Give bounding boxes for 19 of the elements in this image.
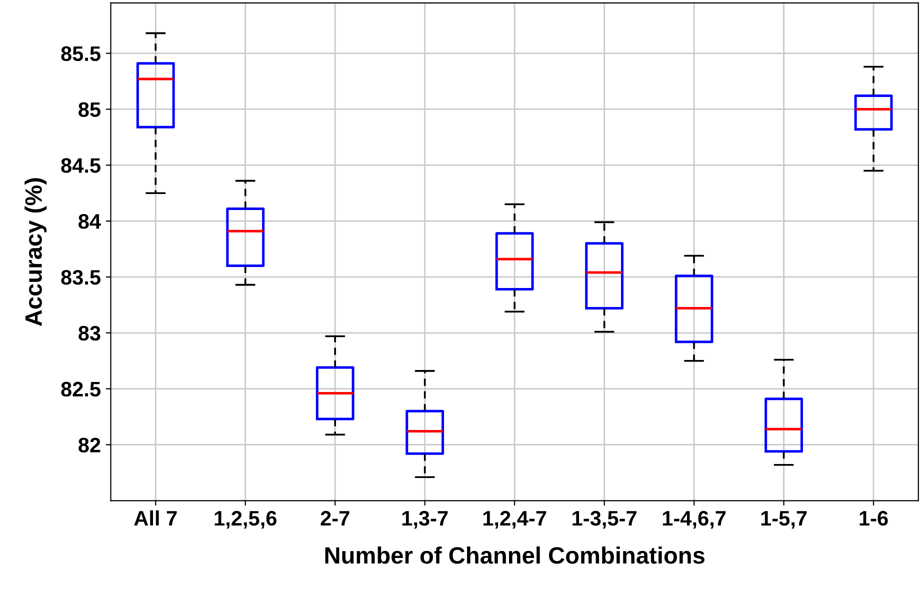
- y-tick-label: 84.5: [61, 158, 100, 173]
- x-tick-label: 1-5,7: [761, 511, 807, 529]
- y-tick-label: 83: [78, 326, 100, 341]
- x-tick-label: 1,2,5,6: [214, 510, 276, 529]
- x-tick-label: 1-4,6,7: [662, 510, 726, 529]
- x-axis-title: Number of Channel Combinations: [325, 546, 704, 564]
- x-tick-label: 2-7: [320, 510, 350, 526]
- y-tick-label: 82: [78, 438, 100, 452]
- y-tick-label: 84: [78, 214, 101, 229]
- x-tick-label: 1-6: [860, 510, 888, 526]
- y-tick-label: 83.5: [61, 270, 100, 285]
- x-tick-label: 1,3-7: [402, 510, 448, 529]
- y-axis-title: Accuracy (%): [24, 178, 47, 326]
- x-tick-label: All 7: [134, 510, 177, 526]
- x-tick-label: 1,2,4-7: [483, 510, 546, 529]
- x-tick-label: 1-3,5-7: [572, 510, 636, 529]
- y-tick-label: 82.5: [61, 382, 100, 397]
- y-tick-label: 85.5: [61, 46, 100, 62]
- y-tick-label: 85: [78, 102, 100, 117]
